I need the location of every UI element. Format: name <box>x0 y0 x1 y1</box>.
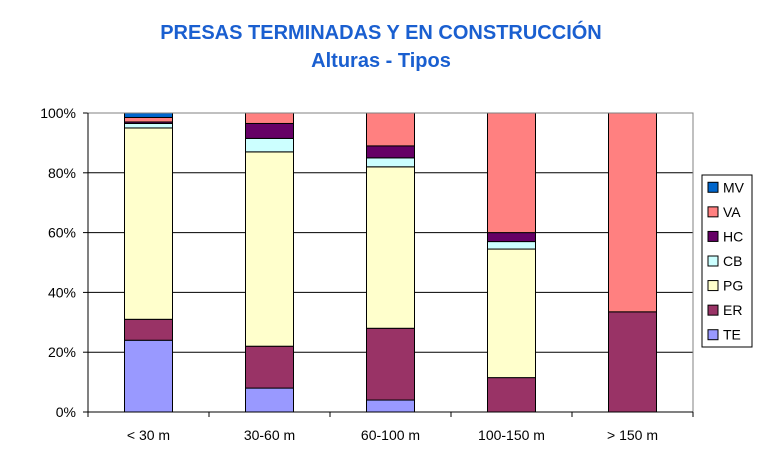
legend-label-hc: HC <box>723 228 743 244</box>
legend-swatch-pg <box>707 280 719 292</box>
y-tick-label: 0% <box>56 404 76 420</box>
legend: MV VA HC CB PG ER TE <box>701 174 753 348</box>
legend-label-va: VA <box>723 204 741 220</box>
bar-segment-er <box>487 377 536 413</box>
bar-segment-pg <box>124 127 173 320</box>
y-tick-label: 80% <box>48 165 76 181</box>
x-tick-label: 100-150 m <box>478 427 545 443</box>
bar-segment-hc <box>245 122 294 139</box>
bar-segment-va <box>245 112 294 124</box>
legend-swatch-va <box>707 206 719 218</box>
legend-swatch-mv <box>707 181 719 193</box>
bar-segment-va <box>124 116 173 123</box>
y-tick-label: 60% <box>48 225 76 241</box>
x-tick-label: 60-100 m <box>361 427 420 443</box>
bar-segment-cb <box>245 137 294 153</box>
bar-segment-hc <box>487 232 536 243</box>
bar-segment-va <box>366 112 415 147</box>
y-tick-label: 100% <box>40 105 76 121</box>
bar-segment-va <box>487 112 536 234</box>
x-tick-label: < 30 m <box>127 427 170 443</box>
legend-swatch-te <box>707 329 719 341</box>
bar-segment-er <box>608 311 657 413</box>
bar-segment-pg <box>366 166 415 329</box>
y-tick-label: 40% <box>48 284 76 300</box>
bar-segment-pg <box>245 151 294 347</box>
legend-swatch-hc <box>707 230 719 242</box>
x-tick-label: 30-60 m <box>244 427 295 443</box>
legend-label-pg: PG <box>723 278 743 294</box>
bar-segment-cb <box>366 157 415 168</box>
x-tick-label: > 150 m <box>607 427 658 443</box>
chart-subtitle: Alturas - Tipos <box>311 50 451 72</box>
legend-label-mv: MV <box>723 179 745 195</box>
bar-segment-te <box>245 387 294 413</box>
bar-segment-er <box>124 318 173 341</box>
bar-segment-hc <box>366 145 415 159</box>
legend-label-er: ER <box>723 302 742 318</box>
bars <box>124 112 657 413</box>
bar-segment-te <box>366 399 415 413</box>
bar-segment-er <box>245 345 294 389</box>
bar-segment-cb <box>124 122 173 129</box>
chart-title: PRESAS TERMINADAS Y EN CONSTRUCCIÓN <box>160 22 602 44</box>
legend-label-cb: CB <box>723 253 742 269</box>
bar-segment-te <box>124 339 173 413</box>
bar-segment-pg <box>487 248 536 379</box>
bar-segment-mv <box>124 112 173 118</box>
axes: 0% 20% 40% 60% 80% 100% < 30 m 30-60 m 60-100 m 1… <box>40 105 694 443</box>
bar-segment-er <box>366 327 415 401</box>
bar-segment-cb <box>487 241 536 250</box>
legend-swatch-cb <box>707 255 719 267</box>
legend-label-te: TE <box>723 327 741 343</box>
legend-swatch-er <box>707 304 719 316</box>
bar-segment-va <box>608 112 657 313</box>
y-tick-label: 20% <box>48 344 76 360</box>
